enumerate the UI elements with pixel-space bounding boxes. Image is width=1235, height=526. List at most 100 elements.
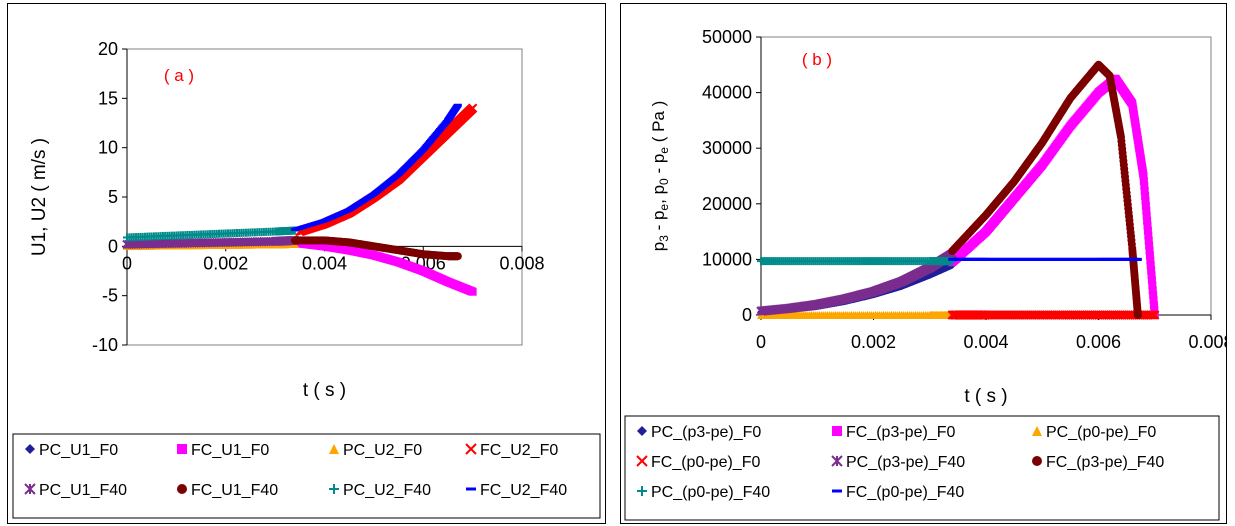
chart-b-y-tick-label: 0 xyxy=(742,305,752,325)
chart-a-x-tick-label: 0.002 xyxy=(203,253,248,273)
chart-b-legend-marker-2 xyxy=(1032,426,1042,436)
chart-b-series-1-point xyxy=(1143,221,1152,230)
chart-b-legend-label-3: FC_(p0-pe)_F0 xyxy=(651,454,760,471)
chart-b-series-3-point xyxy=(1148,310,1158,320)
chart-a-legend-marker-4 xyxy=(24,483,36,495)
chart-b-y-axis-label-part: e xyxy=(657,147,671,154)
chart-a-legend-label-1: FC_U1_F0 xyxy=(191,442,269,459)
chart-b-y-tick-label: 50000 xyxy=(702,27,752,47)
chart-b-series-5-point xyxy=(1133,311,1142,319)
chart-b-series-1-point xyxy=(1148,286,1157,295)
chart-a-legend xyxy=(12,433,601,519)
chart-b-series-1-point xyxy=(1145,241,1154,250)
chart-b-series-1-point xyxy=(1147,276,1156,285)
chart-b-x-tick-label: 0.002 xyxy=(851,332,896,352)
chart-b-y-axis-label-part: 0 xyxy=(657,178,671,185)
chart-b-x-tick-label: 0.008 xyxy=(1188,332,1226,352)
chart-a-x-tick-label: 0.008 xyxy=(499,253,544,273)
chart-b-legend-label-6: PC_(p0-pe)_F40 xyxy=(651,484,770,501)
chart-b-series-1-point xyxy=(1143,216,1152,225)
chart-a-x-tick-label: 0.004 xyxy=(302,253,347,273)
chart-b-y-axis-label-part: p xyxy=(649,242,668,251)
chart-b-y-axis-label-part: 3 xyxy=(657,235,671,242)
chart-b-legend-marker-0 xyxy=(637,426,647,436)
chart-a-legend-marker-2 xyxy=(329,444,339,454)
chart-b-y-tick-label: 40000 xyxy=(702,83,752,103)
chart-b-series-1-point xyxy=(1149,301,1158,310)
chart-b-legend-marker-6 xyxy=(637,486,647,496)
chart-b-series-1-point xyxy=(1147,271,1156,280)
chart-b-y-tick-label: 20000 xyxy=(702,194,752,214)
chart-a-y-tick-label: 20 xyxy=(98,39,118,59)
chart-b-legend-label-2: PC_(p0-pe)_F0 xyxy=(1046,424,1156,441)
chart-b-series-1-point xyxy=(1146,261,1155,270)
chart-panel-a: -10 -5 0 5 10 15 20 0 0.002 0.004 0.006 0.008( a ) t… xyxy=(7,3,606,524)
chart-a-legend-marker-5 xyxy=(177,484,187,494)
chart-b-series-1-point xyxy=(1141,196,1150,205)
chart-a-plot-area xyxy=(126,48,523,346)
chart-b-series-1-point xyxy=(1141,191,1150,200)
chart-b-series-1-point xyxy=(1146,256,1155,265)
chart-a-legend-marker-6 xyxy=(329,484,339,494)
chart-b-y-axis-label: p3 - pe, p0 - pe ( Pa ) xyxy=(649,101,671,252)
chart-a-legend-label-0: PC_U1_F0 xyxy=(39,442,118,459)
chart-b-series-1-point xyxy=(1145,251,1154,260)
chart-b-legend-marker-7 xyxy=(832,489,842,493)
chart-a-x-tick-label: 0 xyxy=(122,253,132,273)
chart-b-legend-label-7: FC_(p0-pe)_F40 xyxy=(846,484,964,501)
chart-a-legend-marker-7 xyxy=(466,487,476,491)
chart-a-y-tick-label: 15 xyxy=(98,88,118,108)
chart-a-legend-marker-3 xyxy=(465,443,477,455)
chart-b-series-1-point xyxy=(1141,201,1150,210)
chart-b-series-1-point xyxy=(1140,186,1149,195)
chart-b-legend-marker-3 xyxy=(636,455,648,467)
chart-b-series-1-point xyxy=(1144,236,1153,245)
chart-a-series-3-point xyxy=(467,103,478,113)
chart-a-legend-label-6: PC_U2_F40 xyxy=(343,482,431,499)
chart-b-title: ( b ) xyxy=(802,50,832,69)
chart-b-x-tick-label: 0.004 xyxy=(963,332,1008,352)
chart-b-legend-label-5: FC_(p3-pe)_F40 xyxy=(1046,454,1164,471)
chart-b-series-1-point xyxy=(1142,211,1151,220)
chart-a-y-axis-label: U1, U2 ( m/s ) xyxy=(29,138,50,256)
chart-a-y-tick-label: -5 xyxy=(102,286,118,306)
chart-b-y-axis-label-part: , p xyxy=(649,185,668,204)
chart-b-series-1-point xyxy=(1150,306,1159,315)
chart-a-legend-label-2: PC_U2_F0 xyxy=(343,442,422,459)
chart-b-series-1-point xyxy=(1148,281,1157,290)
chart-b-series-1-point xyxy=(1144,231,1153,240)
chart-a-y-tick-label: 10 xyxy=(98,138,118,158)
chart-b-series-1-point xyxy=(1140,181,1149,190)
chart-b-legend xyxy=(624,415,1220,521)
chart-b-y-axis-label-part: ( Pa ) xyxy=(649,101,668,147)
chart-b-series-1-point xyxy=(1145,246,1154,255)
chart-b-legend-label-1: FC_(p3-pe)_F0 xyxy=(846,424,955,441)
chart-b-legend-label-4: PC_(p3-pe)_F40 xyxy=(846,454,965,471)
chart-panel-b: 0 10000 20000 30000 40000 50000 0 0.002 0.004 0.0… xyxy=(620,3,1227,524)
chart-b-legend-marker-4 xyxy=(831,455,843,467)
chart-b-series-1-point xyxy=(1139,176,1148,185)
chart-a-y-tick-label: -10 xyxy=(92,335,118,355)
chart-b-y-axis-label-part: e xyxy=(657,204,671,211)
chart-b-x-axis-label: t ( s ) xyxy=(964,386,1007,407)
chart-b-series-1-point xyxy=(1147,266,1156,275)
chart-a-series-1-point xyxy=(468,287,477,296)
chart-b-x-tick-label: 0.006 xyxy=(1076,332,1121,352)
chart-b-series-1-point xyxy=(1149,296,1158,305)
chart-a-title: ( a ) xyxy=(164,66,194,85)
chart-a-legend-marker-0 xyxy=(25,444,35,454)
chart-b-y-tick-label: 30000 xyxy=(702,138,752,158)
chart-a-series-5-point xyxy=(453,252,462,261)
chart-b-series-1-point xyxy=(1139,172,1148,180)
chart-a-y-tick-label: 5 xyxy=(108,187,118,207)
chart-a-y-tick-label: 0 xyxy=(108,236,118,256)
chart-b-y-axis-label-part: - p xyxy=(649,154,668,179)
chart-b-x-tick-label: 0 xyxy=(756,332,766,352)
chart-b-series-3-point xyxy=(1150,310,1160,320)
chart-a-series-7-point xyxy=(453,103,462,107)
chart-a-legend-marker-1 xyxy=(177,444,187,454)
chart-b-svg: 0 10000 20000 30000 40000 50000 0 0.002 0.004 0.0… xyxy=(624,27,1226,521)
chart-a-legend-label-3: FC_U2_F0 xyxy=(480,442,558,459)
chart-a-x-axis-label: t ( s ) xyxy=(303,380,346,401)
